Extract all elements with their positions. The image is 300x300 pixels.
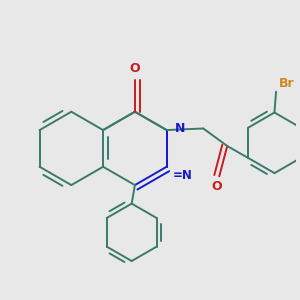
Text: =N: =N — [172, 169, 192, 182]
Text: Br: Br — [279, 77, 294, 90]
Text: N: N — [175, 122, 185, 135]
Text: O: O — [212, 180, 222, 193]
Text: O: O — [130, 62, 140, 75]
